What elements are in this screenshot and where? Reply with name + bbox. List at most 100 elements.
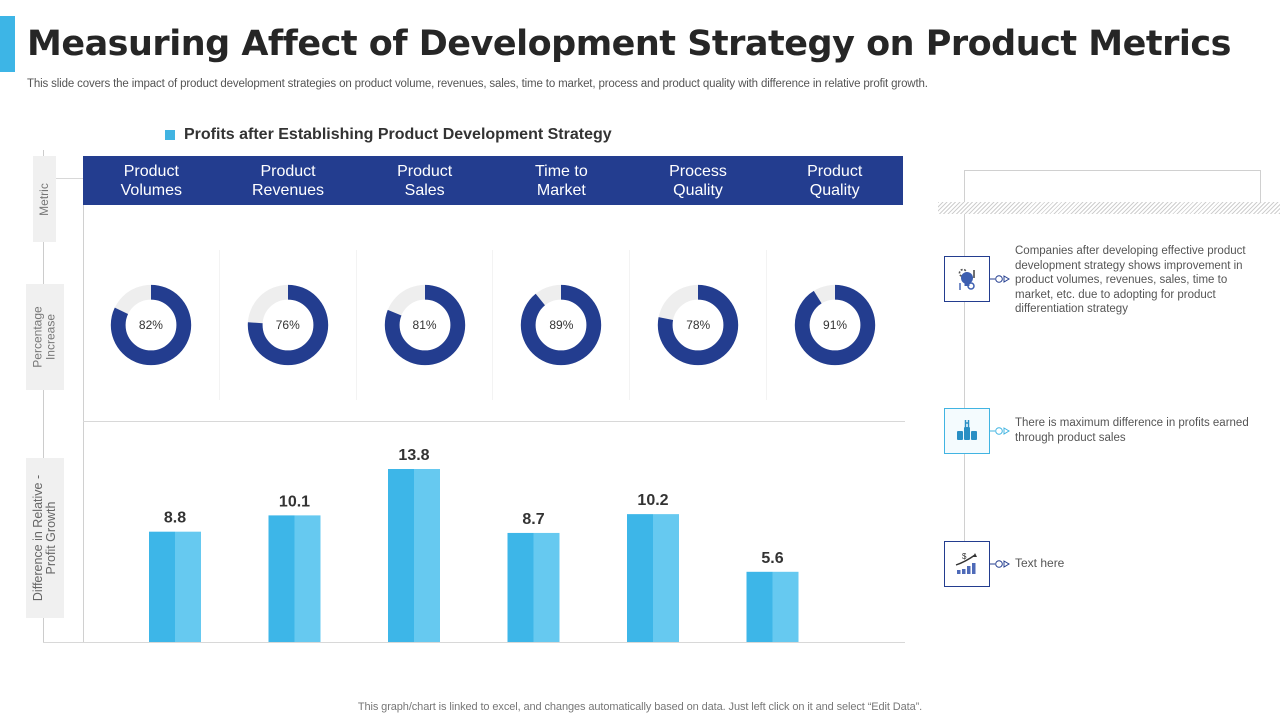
header-line: Quality <box>673 181 723 199</box>
donut-chart <box>658 284 739 366</box>
donut-value-label: 89% <box>549 318 574 332</box>
row-label-percentage: Percentage Increase <box>26 284 64 390</box>
row-label-difference: Difference in Relative - Profit Growth <box>26 458 64 618</box>
donut-cell: 82% <box>83 250 220 400</box>
donut-value-label: 91% <box>823 318 848 332</box>
header-line: Quality <box>809 181 860 199</box>
bar-group: 10.1 <box>268 493 321 642</box>
bar-group: 8.7 <box>507 511 560 642</box>
hands-teamwork-icon <box>944 408 990 454</box>
row-label-percentage-text: Percentage Increase <box>31 306 59 367</box>
donut-chart <box>110 284 192 366</box>
bar-value-label: 10.2 <box>637 492 668 509</box>
donut-cell: 76% <box>220 250 357 400</box>
note-item: Companies after developing effective pro… <box>944 245 1260 317</box>
bar-highlight <box>772 571 799 642</box>
section-divider <box>83 421 905 422</box>
bar-highlight <box>175 531 201 642</box>
percentage-donut-row: 82% 76% 81% 89% 78% 91% <box>83 250 903 400</box>
dollar-growth-chart-icon: $ <box>944 541 990 587</box>
header-line: Product <box>397 162 453 180</box>
notes-timeline-line <box>964 214 965 584</box>
donut-chart <box>794 284 876 366</box>
header-product-sales: Product Sales <box>356 156 493 205</box>
donut-value-label: 81% <box>412 318 437 332</box>
header-line: Market <box>536 181 586 199</box>
donut-cell: 78% <box>630 250 768 400</box>
bar-group: 10.2 <box>627 492 679 642</box>
header-line: Sales <box>404 181 445 199</box>
bar-group: 13.8 <box>388 447 440 642</box>
donut-cell: 89% <box>493 250 631 400</box>
donut-value-label: 82% <box>138 318 163 332</box>
bar-value-label: 8.7 <box>522 511 544 528</box>
note-connector <box>990 408 1015 454</box>
chart-legend: Profits after Establishing Product Devel… <box>165 126 612 144</box>
header-product-revenues: Product Revenues <box>220 156 357 205</box>
donut-slice <box>384 284 465 366</box>
legend-swatch <box>165 130 175 140</box>
header-line: Product <box>260 162 316 180</box>
bar-highlight <box>414 469 440 642</box>
note-connector <box>990 256 1015 302</box>
lightbulb-gear-icon <box>944 256 990 302</box>
bar-group: 8.8 <box>149 510 201 642</box>
bar <box>627 514 653 642</box>
title-accent-bar <box>0 16 15 72</box>
svg-text:$: $ <box>962 552 967 561</box>
profit-growth-bar-chart: 8.8 10.1 13.8 8.7 10.2 5.6 <box>149 447 799 642</box>
right-panel-frame <box>964 170 1261 203</box>
header-line: Process <box>669 162 727 180</box>
donut-cell: 91% <box>767 250 903 400</box>
bar <box>746 571 773 642</box>
header-line: Product <box>123 162 179 180</box>
header-product-volumes: Product Volumes <box>83 156 220 205</box>
page-subtitle: This slide covers the impact of product … <box>27 78 928 90</box>
header-line: Revenues <box>251 181 325 199</box>
page-title: Measuring Affect of Development Strategy… <box>27 24 1231 64</box>
bar <box>507 532 534 642</box>
donut-chart <box>247 284 328 366</box>
bar-group: 5.6 <box>746 550 799 642</box>
bar-value-label: 10.1 <box>279 493 310 510</box>
note-item: There is maximum difference in profits e… <box>944 408 1260 454</box>
donut-slice <box>110 284 192 366</box>
bar-highlight <box>533 532 560 642</box>
metric-header-row: Product Volumes Product Revenues Product Sa… <box>83 156 903 205</box>
donut-cell: 81% <box>357 250 494 400</box>
row-label-metric-text: Metric <box>37 182 52 216</box>
metric-connector <box>56 178 83 179</box>
left-spine-line <box>43 150 44 642</box>
note-text: Text here <box>1015 556 1065 570</box>
header-line: Product <box>807 162 863 180</box>
bar-highlight <box>653 514 679 642</box>
donut-slice <box>247 284 328 366</box>
row-label-difference-text: Difference in Relative - Profit Growth <box>31 474 58 602</box>
bar <box>268 515 295 642</box>
note-text: There is maximum difference in profits e… <box>1015 417 1249 444</box>
bar-highlight <box>294 515 321 642</box>
footer-note: This graph/chart is linked to excel, and… <box>357 701 923 713</box>
header-line: Time to <box>534 162 588 180</box>
header-time-to-market: Time to Market <box>493 156 630 205</box>
donut-chart <box>384 284 465 366</box>
donut-value-label: 78% <box>686 318 711 332</box>
bar <box>388 469 414 642</box>
header-product-quality: Product Quality <box>766 156 903 205</box>
donut-slice <box>794 284 876 366</box>
bar <box>149 531 175 642</box>
header-line: Volumes <box>120 181 183 199</box>
chart-baseline <box>43 642 905 643</box>
bar-value-label: 13.8 <box>398 447 429 464</box>
header-process-quality: Process Quality <box>630 156 767 205</box>
bar-value-label: 8.8 <box>164 510 186 527</box>
donut-chart <box>521 284 602 366</box>
row-label-line: Profit Growth <box>44 501 58 575</box>
row-label-metric: Metric <box>33 156 56 242</box>
note-item: $ Text here <box>944 541 1260 587</box>
row-label-line: Increase <box>44 313 59 361</box>
note-connector <box>990 541 1015 587</box>
bar-value-label: 5.6 <box>761 550 783 567</box>
hatched-divider <box>938 202 1280 214</box>
row-label-line: Difference in Relative - <box>31 474 45 602</box>
